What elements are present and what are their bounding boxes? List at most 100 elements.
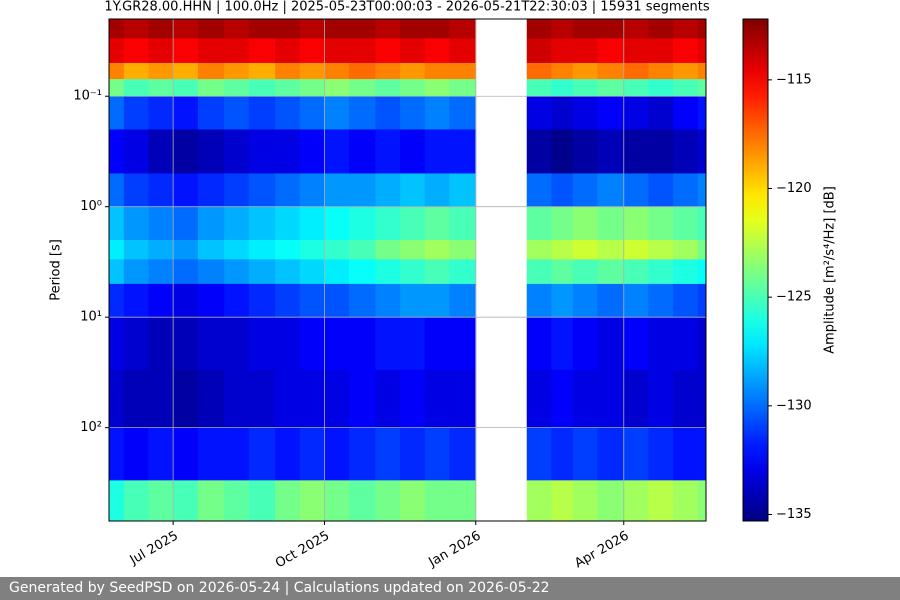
cell (673, 38, 699, 64)
cell (375, 283, 401, 318)
cell (449, 96, 477, 130)
cell (572, 79, 598, 97)
cell (197, 19, 225, 39)
cell (275, 206, 301, 241)
x-tick-label: Oct 2025 (273, 529, 332, 572)
cell (275, 427, 301, 481)
cell (597, 19, 625, 39)
cell (248, 369, 276, 429)
cell (697, 259, 707, 285)
cell (248, 317, 276, 371)
chart-title: 1Y.GR28.00.HHN | 100.0Hz | 2025-05-23T00… (104, 0, 709, 15)
cell (400, 79, 426, 97)
cell (109, 317, 125, 371)
cell (673, 480, 699, 522)
cell (400, 206, 426, 241)
cell (123, 259, 149, 285)
cell (148, 480, 174, 522)
cell (109, 79, 125, 97)
cell (551, 480, 574, 522)
cell (324, 96, 350, 130)
cell (375, 129, 401, 174)
cell (173, 206, 199, 241)
cell (572, 206, 598, 241)
cell (197, 480, 225, 522)
cell (697, 283, 707, 318)
cell (324, 38, 350, 64)
cell (109, 427, 125, 481)
cell (551, 96, 574, 130)
cell (697, 206, 707, 241)
x-tick-label: Apr 2026 (572, 529, 631, 572)
cell (597, 427, 625, 481)
cell (572, 239, 598, 260)
cell (324, 369, 350, 429)
cell (349, 283, 376, 318)
cell (648, 129, 674, 174)
cell (572, 259, 598, 285)
cell (697, 38, 707, 64)
cell (697, 239, 707, 260)
cell (597, 480, 625, 522)
cell (148, 96, 174, 130)
cell (697, 96, 707, 130)
cell (697, 62, 707, 80)
cell (648, 173, 674, 208)
cell (148, 19, 174, 39)
cell (148, 259, 174, 285)
cell (299, 369, 325, 429)
cell (572, 283, 598, 318)
cell (424, 79, 450, 97)
cell (248, 38, 276, 64)
cell (375, 62, 401, 80)
cell (551, 62, 574, 80)
cell (248, 283, 276, 318)
cell (400, 317, 426, 371)
cell (224, 173, 250, 208)
cell (623, 19, 649, 39)
cell (148, 283, 174, 318)
cell (173, 79, 199, 97)
cell (173, 129, 199, 174)
cell (623, 427, 649, 481)
cell (324, 427, 350, 481)
cell (673, 206, 699, 241)
cell (299, 38, 325, 64)
cell (572, 173, 598, 208)
cell (349, 62, 376, 80)
cell (597, 317, 625, 371)
cell (109, 19, 125, 39)
cell (648, 239, 674, 260)
colorbar-tick-label: −135 (776, 507, 812, 522)
cell (275, 96, 301, 130)
cell (324, 173, 350, 208)
cell (299, 62, 325, 80)
cell (551, 19, 574, 39)
cell (551, 79, 574, 97)
cell (197, 369, 225, 429)
cell (623, 79, 649, 97)
cell (275, 129, 301, 174)
cell (400, 480, 426, 522)
cell (224, 427, 250, 481)
cell (197, 38, 225, 64)
cell (299, 259, 325, 285)
y-tick-label: 10² (80, 420, 102, 435)
cell (449, 38, 477, 64)
cell (424, 283, 450, 318)
cell (551, 427, 574, 481)
cell (697, 369, 707, 429)
cell (349, 96, 376, 130)
cell (526, 369, 552, 429)
cell (673, 259, 699, 285)
cell (623, 283, 649, 318)
cell (148, 206, 174, 241)
cell (349, 480, 376, 522)
cell (597, 79, 625, 97)
cell (400, 19, 426, 39)
y-tick-label: 10¹ (80, 310, 102, 325)
cell (449, 259, 477, 285)
cell (449, 427, 477, 481)
cell (424, 19, 450, 39)
cell (248, 427, 276, 481)
